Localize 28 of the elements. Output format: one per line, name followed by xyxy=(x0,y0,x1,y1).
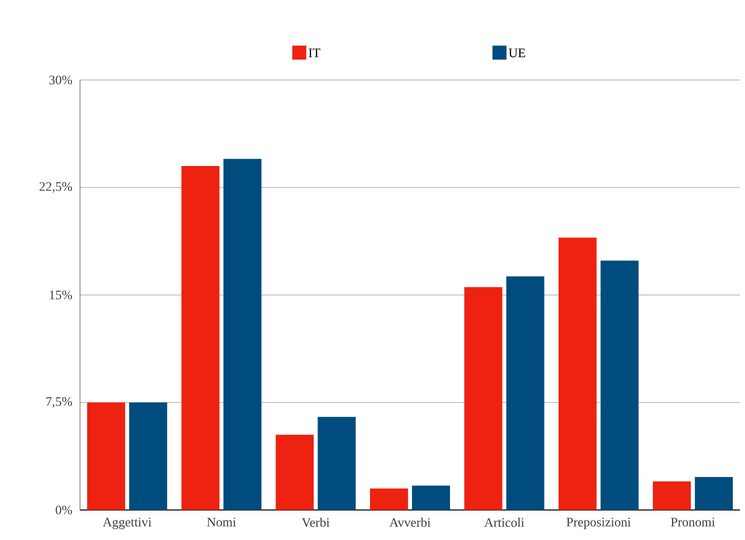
legend-label: IT xyxy=(308,48,320,58)
bar xyxy=(129,402,168,510)
x-tick-label: Preposizioni xyxy=(566,518,631,530)
x-tick-label: Verbi xyxy=(302,518,330,527)
bar xyxy=(600,260,639,510)
y-tick-label: 30% xyxy=(49,76,72,84)
y-tick-label: 15% xyxy=(50,290,72,300)
x-tick-label: Nomi xyxy=(207,518,236,526)
y-tick-label: 0% xyxy=(56,506,72,514)
bar xyxy=(276,434,314,510)
x-tick-label: Aggettivi xyxy=(102,518,152,530)
legend-label: UE xyxy=(508,48,526,58)
bar xyxy=(412,486,450,510)
x-tick-label: Pronomi xyxy=(670,518,715,526)
y-tick-label: 7,5% xyxy=(46,397,72,408)
bar xyxy=(318,416,356,510)
bar xyxy=(181,166,220,510)
bar xyxy=(652,481,691,510)
bar xyxy=(694,477,733,510)
bar xyxy=(223,158,262,510)
bar xyxy=(87,402,126,510)
y-tick-label: 22,5% xyxy=(40,182,72,193)
x-tick-label: Avverbi xyxy=(389,518,431,527)
bar xyxy=(506,276,544,510)
bar xyxy=(464,287,502,510)
bar xyxy=(370,488,408,510)
x-tick-label: Articoli xyxy=(484,518,524,527)
bar xyxy=(558,238,597,510)
